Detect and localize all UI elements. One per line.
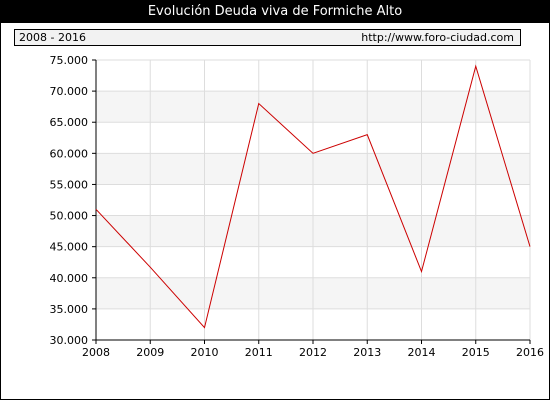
x-tick-label: 2008	[82, 346, 110, 359]
x-tick-label: 2016	[516, 346, 544, 359]
x-tick-label: 2009	[136, 346, 164, 359]
x-tick-label: 2011	[245, 346, 273, 359]
y-tick-label: 30.000	[50, 334, 89, 347]
x-tick-label: 2010	[191, 346, 219, 359]
y-tick-label: 65.000	[50, 116, 89, 129]
x-tick-label: 2014	[408, 346, 436, 359]
chart-title: Evolución Deuda viva de Formiche Alto	[1, 1, 549, 23]
y-tick-label: 45.000	[50, 241, 89, 254]
period-label: 2008 - 2016	[19, 31, 86, 44]
y-tick-label: 55.000	[50, 178, 89, 191]
x-tick-label: 2015	[462, 346, 490, 359]
series-line	[95, 64, 531, 329]
y-tick-label: 40.000	[50, 272, 89, 285]
y-tick-label: 35.000	[50, 303, 89, 316]
y-tick-label: 70.000	[50, 85, 89, 98]
y-tick-label: 75.000	[50, 54, 89, 67]
x-tick-label: 2012	[299, 346, 327, 359]
x-tick-label: 2013	[353, 346, 381, 359]
source-url: http://www.foro-ciudad.com	[361, 31, 514, 44]
y-tick-label: 60.000	[50, 147, 89, 160]
info-bar: 2008 - 2016 http://www.foro-ciudad.com	[14, 29, 521, 46]
y-tick-label: 50.000	[50, 210, 89, 223]
